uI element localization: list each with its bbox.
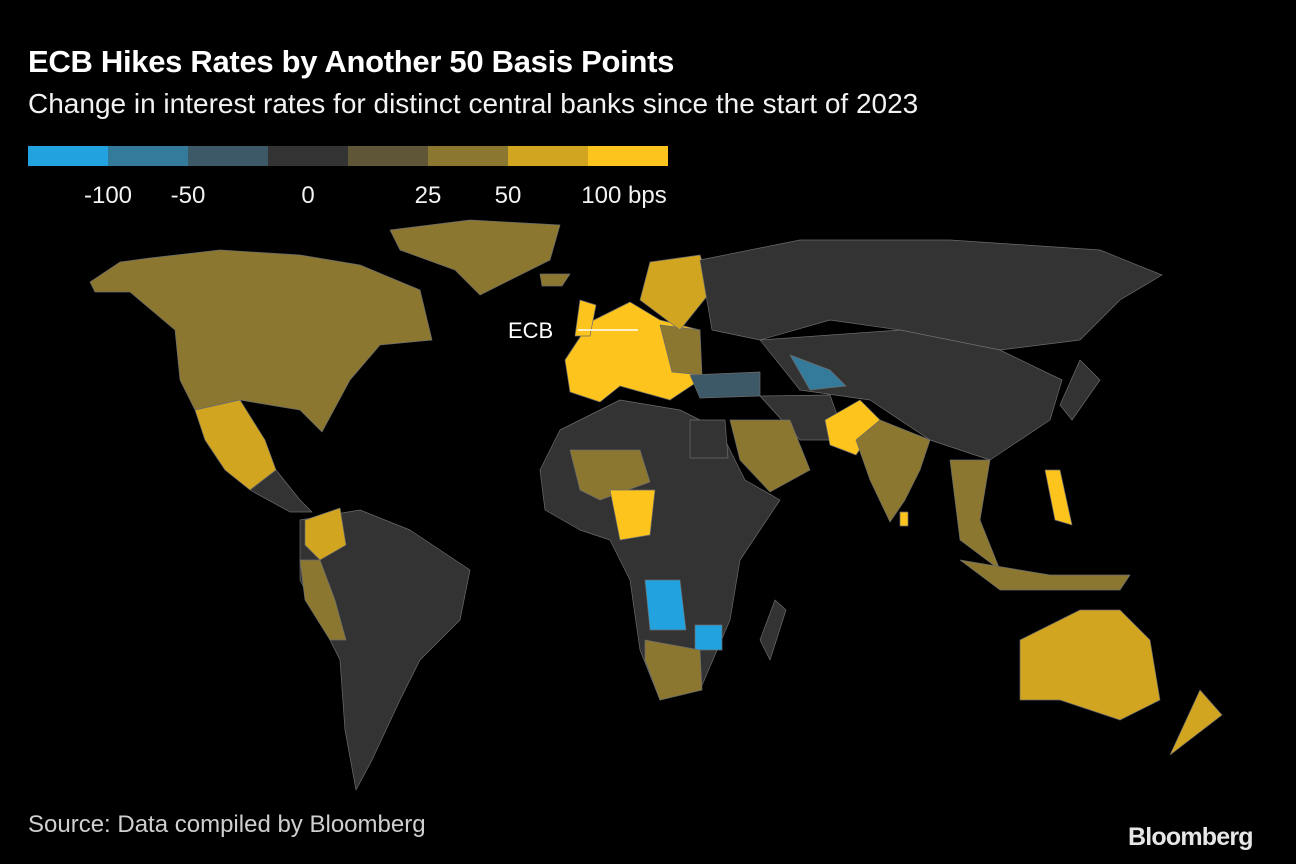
legend-swatch [268,146,348,166]
legend-swatch [588,146,668,166]
legend-label: 50 [494,182,522,209]
legend-swatch [428,146,508,166]
region-turkey [689,371,761,399]
region-central-america [249,469,313,513]
region-north-america [89,249,433,433]
chart-subtitle: Change in interest rates for distinct ce… [28,88,919,119]
bloomberg-logo: Bloomberg [1128,823,1254,851]
region-philippines [1044,469,1073,526]
legend-swatch [188,146,268,166]
region-southeast-asia [949,459,1001,571]
legend-label: 0 [301,182,315,209]
legend-label: -50 [170,182,206,209]
legend-label: 100 bps [581,182,667,209]
legend-swatch [108,146,188,166]
legend-swatch [508,146,588,166]
region-zimbabwe [694,624,723,651]
region-egypt [689,419,729,459]
ecb-annotation: ECB [508,318,554,343]
region-uk [574,299,597,337]
region-colombia [304,507,347,561]
chart-title: ECB Hikes Rates by Another 50 Basis Poin… [28,44,675,79]
color-legend [28,146,668,166]
legend-label: -100 [83,182,133,209]
region-uzbekistan [789,354,847,391]
region-saudi-arabia [729,419,811,493]
region-australia [1019,609,1161,721]
region-sri-lanka [899,511,909,527]
region-nigeria [609,489,656,541]
region-new-zealand [1169,689,1223,756]
region-southern-africa [644,639,703,701]
source-note: Source: Data compiled by Bloomberg [28,811,426,838]
region-peru [299,559,347,641]
region-japan [1059,359,1101,421]
legend-swatch [348,146,428,166]
legend-label: 25 [414,182,442,209]
region-central-east-asia [759,329,1063,461]
legend-swatch [28,146,108,166]
region-angola [644,579,687,631]
region-russia [699,239,1163,351]
region-iceland [539,273,571,287]
region-mexico [194,399,277,491]
region-india [855,419,931,523]
region-indonesia [959,559,1131,591]
region-greenland [389,219,561,296]
region-madagascar [759,599,787,661]
